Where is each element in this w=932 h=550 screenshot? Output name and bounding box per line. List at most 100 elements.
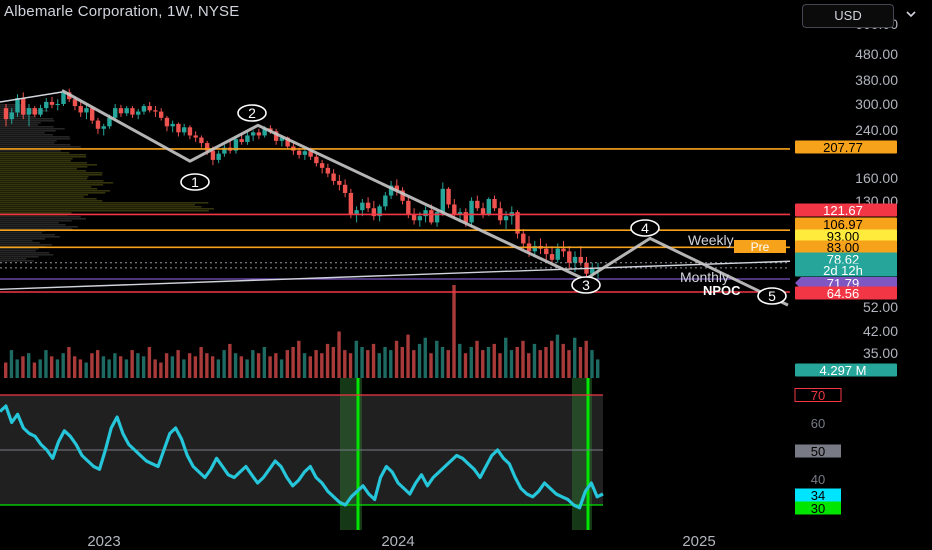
volume-bar xyxy=(222,350,226,378)
volume-profile-bar xyxy=(0,160,71,162)
candle-body xyxy=(250,132,256,136)
wave-label-circle xyxy=(757,287,787,305)
volume-bar xyxy=(205,353,209,378)
candle-body xyxy=(360,202,365,211)
volume-bar xyxy=(509,350,514,378)
volume-profile-bar xyxy=(0,164,97,166)
volume-bar xyxy=(475,340,479,378)
candle-body xyxy=(38,108,43,115)
candle-body xyxy=(302,151,308,155)
candle-body xyxy=(285,137,290,147)
volume-bar xyxy=(584,340,588,378)
volume-bar xyxy=(101,356,106,378)
candle-body xyxy=(222,147,227,154)
volume-bar xyxy=(84,362,88,378)
volume-bar xyxy=(383,347,387,378)
price-badge-label: 2d 12h xyxy=(823,263,863,278)
volume-profile-bar xyxy=(0,192,106,194)
candle-body xyxy=(181,127,187,133)
candle-body xyxy=(101,126,106,129)
volume-bar xyxy=(423,337,427,378)
volume-profile-bar xyxy=(0,206,202,208)
volume-bar xyxy=(251,350,255,378)
candle-body xyxy=(21,98,26,115)
candle-body xyxy=(544,248,549,255)
candle-body xyxy=(3,108,9,120)
candle-body xyxy=(486,199,491,215)
candle-body xyxy=(348,192,354,215)
candle-body xyxy=(239,139,244,142)
volume-bar xyxy=(550,340,554,378)
volume-bar xyxy=(130,350,134,378)
volume-profile-bar xyxy=(0,220,72,222)
candle-body xyxy=(492,199,497,209)
price-badge-label: 78.62 xyxy=(827,252,860,267)
volume-bar xyxy=(32,362,37,378)
volume-profile-bar xyxy=(0,254,54,256)
volume-bar xyxy=(153,359,157,378)
candle-body xyxy=(388,185,394,196)
candle-body xyxy=(429,210,434,223)
candle-body xyxy=(308,151,313,157)
rsi-tick-label: 50 xyxy=(811,444,825,459)
candle-body xyxy=(233,139,239,151)
volume-bar xyxy=(239,356,244,378)
volume-bar xyxy=(297,340,301,378)
volume-bar xyxy=(90,353,94,378)
candle-body xyxy=(164,117,170,127)
volume-bar xyxy=(337,331,341,378)
volume-bar xyxy=(216,359,221,378)
volume-bar xyxy=(406,334,410,378)
price-tick-label: 42.00 xyxy=(863,323,898,339)
volume-profile-bar xyxy=(0,224,66,226)
candle-body xyxy=(273,131,279,141)
volume-bar xyxy=(95,350,100,378)
candle-body xyxy=(337,180,342,185)
price-badge-label: 93.00 xyxy=(827,229,860,244)
volume-profile-bar xyxy=(0,166,88,168)
volume-bar xyxy=(9,350,14,378)
volume-bar xyxy=(107,359,111,378)
currency-button[interactable]: USD xyxy=(802,4,894,28)
volume-bars xyxy=(4,285,600,378)
volume-bar xyxy=(256,353,261,378)
chevron-down-icon[interactable] xyxy=(905,8,917,20)
volume-profile-bar xyxy=(0,184,104,186)
volume-profile-bar xyxy=(0,152,70,154)
candle-body xyxy=(452,204,457,215)
candle-body xyxy=(135,111,141,115)
volume-profile-bar xyxy=(0,226,78,228)
volume-profile-bar xyxy=(0,232,42,234)
volume-profile-bar xyxy=(0,174,103,176)
rsi-panel xyxy=(0,378,604,530)
candle-body xyxy=(107,117,112,127)
volume-bar xyxy=(348,353,353,378)
volume-profile-bar xyxy=(0,146,81,148)
volume-bar xyxy=(279,359,284,378)
annotation-monthly: Monthly xyxy=(680,269,729,285)
price-badge-bg xyxy=(795,286,897,300)
volume-profile-bar xyxy=(0,204,196,206)
volume-profile-bar xyxy=(0,128,65,130)
candle-body xyxy=(469,200,474,223)
volume-profile-bar xyxy=(0,154,87,156)
price-badge-label: 106.97 xyxy=(823,217,863,232)
candle-body xyxy=(44,101,49,109)
candle-body xyxy=(9,112,14,120)
volume-profile-bar xyxy=(0,162,87,164)
volume-bar xyxy=(578,347,583,378)
volume-bar xyxy=(417,343,422,378)
volume-profile xyxy=(0,104,214,262)
candle-body xyxy=(118,108,124,114)
volume-profile-bar xyxy=(0,114,29,116)
volume-bar xyxy=(124,359,129,378)
price-tick-label: 480.00 xyxy=(855,46,898,62)
volume-bar xyxy=(515,347,519,378)
candle-body xyxy=(521,233,526,244)
volume-bar xyxy=(377,353,381,378)
price-badge-label: 83.00 xyxy=(827,240,860,255)
volume-bar xyxy=(492,343,496,378)
volume-bar xyxy=(72,356,77,378)
